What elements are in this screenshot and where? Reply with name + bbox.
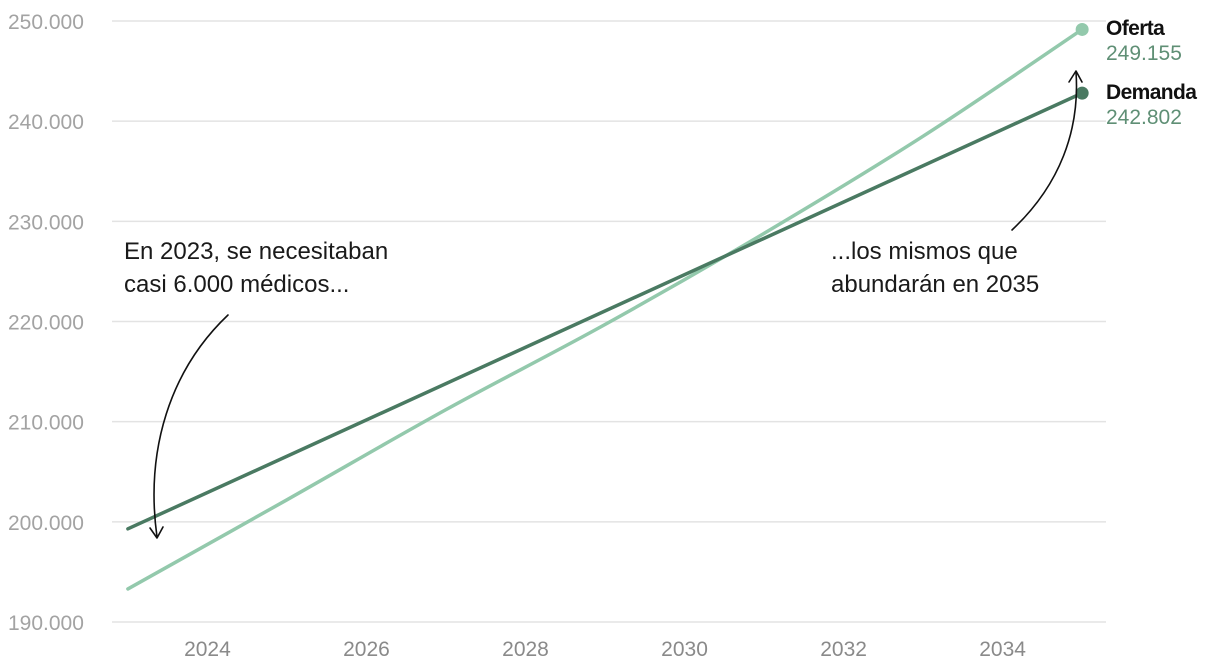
series-endpoint-oferta (1075, 22, 1089, 36)
annotation-left-line-1: En 2023, se necesitaban (124, 238, 388, 265)
x-tick-label: 2028 (502, 638, 549, 661)
x-tick-label: 2032 (820, 638, 867, 661)
annotation-left: En 2023, se necesitaban casi 6.000 médic… (124, 238, 395, 298)
annotation-arrows (149, 70, 1083, 539)
y-tick-label: 240.000 (8, 111, 84, 134)
right-annotation-arrow (1011, 71, 1078, 231)
left-annotation-arrow (153, 314, 229, 538)
annotation-right-line-1: ...los mismos que (831, 238, 1018, 265)
left-annotation-arrowhead (149, 526, 164, 539)
y-tick-label: 200.000 (8, 512, 84, 535)
series-line-demanda (126, 91, 1084, 531)
x-axis-ticks: 2024 2026 2028 2030 2032 2034 (184, 638, 1026, 661)
series-line-oferta (126, 27, 1084, 591)
gridlines (112, 20, 1106, 623)
y-tick-label: 230.000 (8, 211, 84, 234)
series-value-oferta: 249.155 (1106, 42, 1182, 65)
series-endpoint-demanda (1075, 86, 1089, 100)
y-tick-label: 190.000 (8, 612, 84, 635)
x-tick-label: 2026 (343, 638, 390, 661)
y-tick-label: 220.000 (8, 312, 84, 335)
series-label-oferta: Oferta (1106, 17, 1165, 40)
y-axis-ticks: 190.000 200.000 210.000 220.000 230.000 240.0… (8, 11, 84, 635)
y-tick-label: 250.000 (8, 11, 84, 34)
series-lines (126, 22, 1089, 591)
right-annotation-arrowhead (1068, 70, 1083, 83)
annotation-right: ...los mismos que abundarán en 2035 (831, 238, 1039, 298)
series-label-demanda: Demanda (1106, 81, 1197, 104)
series-value-demanda: 242.802 (1106, 106, 1182, 129)
y-tick-label: 210.000 (8, 412, 84, 435)
annotation-left-line-2: casi 6.000 médicos... (124, 271, 349, 298)
annotation-right-line-2: abundarán en 2035 (831, 271, 1039, 298)
x-tick-label: 2024 (184, 638, 231, 661)
x-tick-label: 2034 (979, 638, 1026, 661)
x-tick-label: 2030 (661, 638, 708, 661)
